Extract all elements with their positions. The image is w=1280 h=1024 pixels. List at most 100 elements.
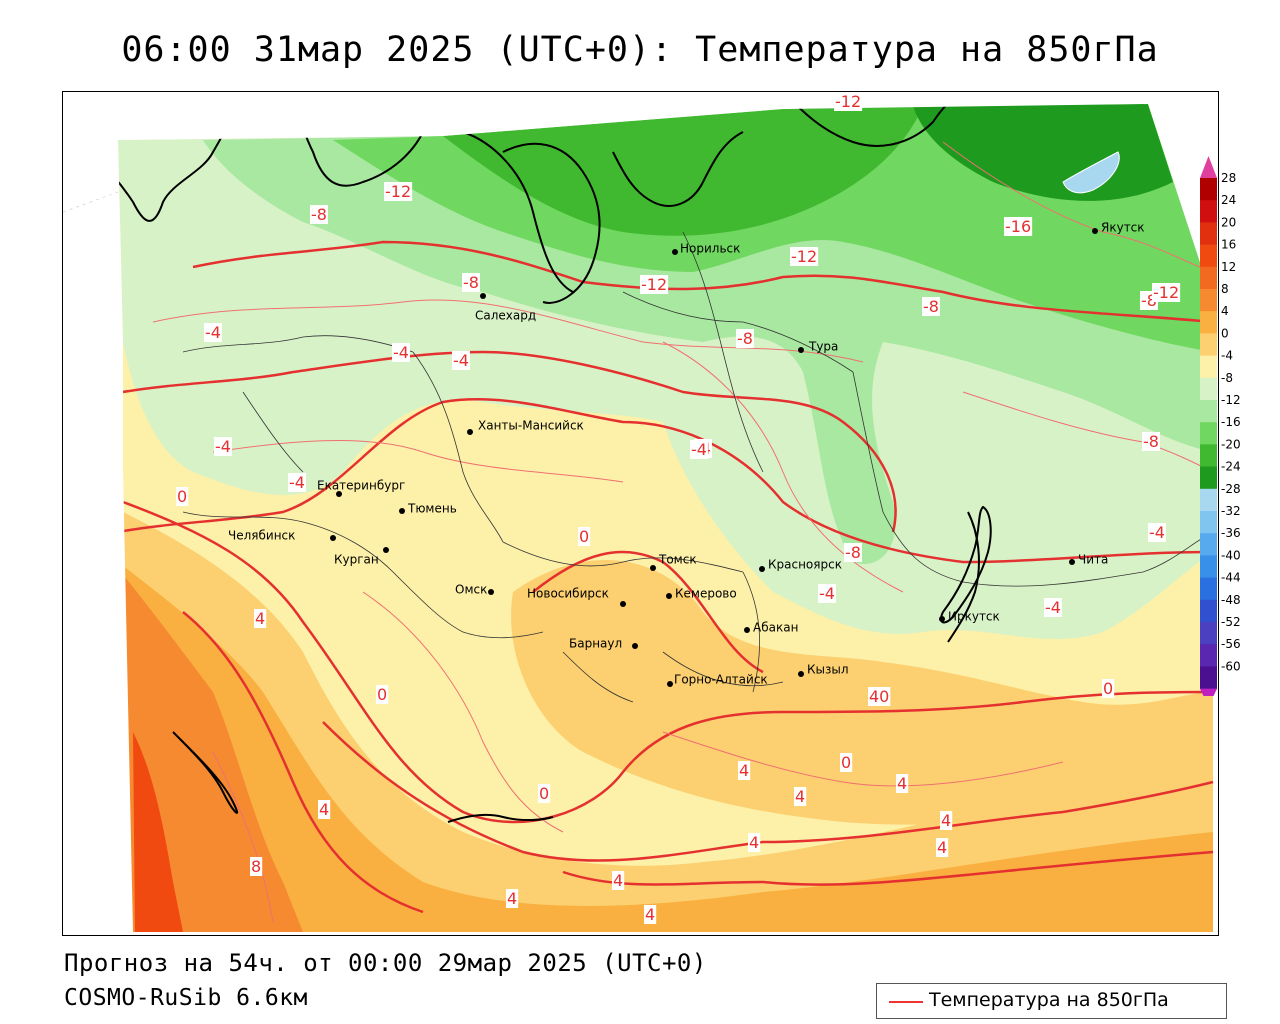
isotherm-label: 4	[795, 787, 805, 806]
isotherm-label-bg	[748, 833, 761, 852]
isotherm-label-bg	[922, 297, 940, 316]
colorbar-tick-label: 12	[1221, 260, 1236, 274]
city-label: Красноярск	[768, 558, 842, 572]
colorbar-swatch	[1200, 355, 1217, 379]
colorbar-swatch	[1200, 599, 1217, 623]
city-label: Курган	[334, 553, 379, 567]
city-marker	[620, 601, 626, 607]
colorbar-swatch	[1200, 311, 1217, 334]
isotherm-label: 4	[749, 833, 759, 852]
chart-title: 06:00 31мар 2025 (UTC+0): Температура на…	[121, 30, 1159, 70]
city-label: Норильск	[680, 242, 740, 256]
city-label: Тура	[808, 340, 838, 354]
city-marker	[330, 535, 336, 541]
colorbar-swatch	[1200, 333, 1217, 357]
cities-layer: Норильск Якутск Салехард Тура Ханты-Мансийск…	[228, 221, 1145, 687]
colorbar-tick-label: -48	[1221, 593, 1241, 607]
isotherm-label-bg	[690, 440, 708, 459]
colorbar-tick-label: -40	[1221, 548, 1241, 562]
colorbar-tick-label: 20	[1221, 215, 1236, 229]
isotherm-label-bg	[896, 774, 909, 793]
isotherm-label: -4	[819, 584, 835, 603]
isotherm-label: -12	[791, 247, 817, 266]
colorbar-swatch	[1200, 222, 1217, 246]
cold-green-darker	[443, 106, 923, 236]
isotherm-label-bg	[940, 811, 953, 830]
isotherm-label: 0	[841, 753, 851, 772]
isotherm-label: -4	[453, 351, 469, 370]
isotherm-label-bg	[818, 584, 836, 603]
isotherm-label-bg	[1152, 283, 1181, 302]
isotherm-label: -4	[289, 473, 305, 492]
isotherm-label-bg	[318, 800, 331, 819]
city-marker	[1069, 559, 1075, 565]
forecast-info: Прогноз на 54ч. от 00:00 29мар 2025 (UTC…	[64, 949, 707, 977]
city-marker	[467, 429, 473, 435]
legend-label: Температура на 850гПа	[929, 989, 1169, 1011]
city-marker	[939, 616, 945, 622]
isotherm-label: 4	[739, 761, 749, 780]
colorbar-svg: 28 24 20 16 12 8 4 0 -4 -8 -12 -16 -20 -24 -28 -32 -36 -4…	[1200, 156, 1241, 707]
colorbar-top-arrow	[1200, 156, 1217, 178]
map-frame: Норильск Якутск Салехард Тура Ханты-Мансийск…	[62, 91, 1219, 936]
city-marker	[336, 491, 342, 497]
isotherm-label: 0	[377, 685, 387, 704]
colorbar-tick-label: -36	[1221, 526, 1241, 540]
city-marker	[488, 589, 494, 595]
isotherm-label-bg	[538, 784, 551, 803]
colorbar-tick-label: 28	[1221, 171, 1236, 185]
isotherm-lines	[117, 240, 1214, 914]
city-label: Барнаул	[569, 637, 622, 651]
city-marker	[383, 547, 389, 553]
isotherm-label: -4	[1149, 523, 1165, 542]
isotherm-label-bg	[844, 543, 862, 562]
colorbar-tick-label: 4	[1221, 304, 1229, 318]
isotherm-label-bg	[462, 273, 480, 292]
isotherm-label-bg	[790, 247, 819, 266]
isotherm-label: 0	[579, 527, 589, 546]
isotherm-label: -8	[463, 273, 479, 292]
city-marker	[744, 627, 750, 633]
isotherm-label-bg	[452, 351, 470, 370]
city-marker	[798, 347, 804, 353]
isotherm-label-bg	[1142, 432, 1160, 451]
city-label: Салехард	[475, 309, 536, 323]
colorbar-swatch	[1200, 533, 1217, 556]
colorbar-swatch	[1200, 511, 1217, 534]
isotherm-label-bg	[840, 753, 853, 772]
city-label: Кемерово	[675, 587, 737, 601]
legend: Температура на 850гПа	[876, 983, 1227, 1019]
colorbar-tick-label: 24	[1221, 193, 1236, 207]
model-info: COSMO-RuSib 6.6км	[64, 985, 308, 1011]
city-label: Чита	[1078, 553, 1108, 567]
city-label: Омск	[455, 583, 487, 597]
isotherm-label-bg	[1004, 217, 1033, 236]
isotherm-label: -4	[215, 437, 231, 456]
isotherm-label: -4	[205, 323, 221, 342]
colorbar-tick-label: -44	[1221, 571, 1241, 585]
isotherm-label-bg	[794, 787, 807, 806]
isotherm-label-bg	[1102, 679, 1115, 698]
lake	[1062, 151, 1120, 194]
isotherm-label: -8	[737, 329, 753, 348]
isotherm-label-bg	[204, 323, 222, 342]
colorbar-tick-label: 16	[1221, 238, 1236, 252]
isotherm-label-bg	[578, 527, 591, 546]
isotherm-label: -12	[641, 275, 667, 294]
colorbar-swatch	[1200, 244, 1217, 268]
isotherm-label: 4	[645, 905, 655, 924]
isotherm-label-bg	[250, 857, 263, 876]
colorbar-swatch	[1200, 555, 1217, 579]
colorbar-tick-label: -52	[1221, 615, 1241, 629]
isotherm-labels-layer: -12 -12 -16 -8 -12 -12 -8 -8 -4 -4 -4 -4 -8 -8 -4 0 -8 -4…	[176, 92, 1181, 924]
city-label: Новосибирск	[527, 587, 609, 601]
city-label: Якутск	[1101, 221, 1145, 235]
city-label: Челябинск	[228, 529, 295, 543]
isotherm-label-bg	[214, 437, 232, 456]
colorbar-tick-label: 8	[1221, 282, 1229, 296]
colorbar-tick-label: -20	[1221, 437, 1241, 451]
warm-band-sw3	[121, 572, 303, 932]
colorbar-tick-label: -60	[1221, 659, 1241, 673]
city-label: Томск	[658, 553, 697, 567]
city-marker	[798, 671, 804, 677]
